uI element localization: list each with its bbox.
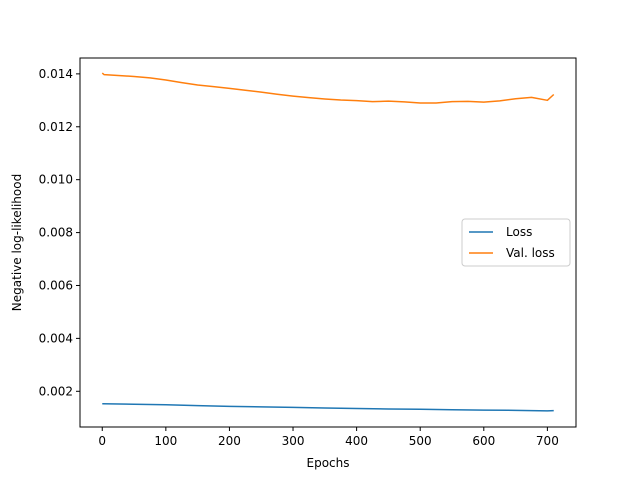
x-tick-label: 200 xyxy=(218,434,241,448)
y-tick-label: 0.014 xyxy=(39,67,73,81)
y-tick-label: 0.008 xyxy=(39,226,73,240)
y-tick-label: 0.010 xyxy=(39,173,73,187)
x-tick-label: 400 xyxy=(345,434,368,448)
y-tick-label: 0.002 xyxy=(39,384,73,398)
x-axis-label: Epochs xyxy=(307,456,350,470)
y-tick-label: 0.006 xyxy=(39,278,73,292)
axes-frame xyxy=(79,57,577,428)
legend-label: Val. loss xyxy=(506,246,555,260)
x-tick-label: 100 xyxy=(154,434,177,448)
series-line-val-loss xyxy=(101,72,555,104)
legend-label: Loss xyxy=(506,225,532,239)
plot-lines xyxy=(101,72,555,412)
x-tick-label: 300 xyxy=(282,434,305,448)
y-tick-label: 0.012 xyxy=(39,120,73,134)
y-axis-label: Negative log-likelihood xyxy=(10,174,24,311)
x-axis-ticks: 0 100 200 300 400 500 600 700 xyxy=(98,427,559,448)
x-tick-label: 0 xyxy=(98,434,106,448)
x-tick-label: 600 xyxy=(472,434,495,448)
x-tick-label: 700 xyxy=(536,434,559,448)
x-tick-label: 500 xyxy=(409,434,432,448)
series-line-loss xyxy=(102,402,554,412)
y-axis-ticks: 0.002 0.004 0.006 0.008 0.010 0.012 0.014 xyxy=(39,67,80,398)
legend-box xyxy=(461,218,571,267)
y-tick-label: 0.004 xyxy=(39,331,73,345)
legend: Loss Val. loss xyxy=(461,218,571,267)
